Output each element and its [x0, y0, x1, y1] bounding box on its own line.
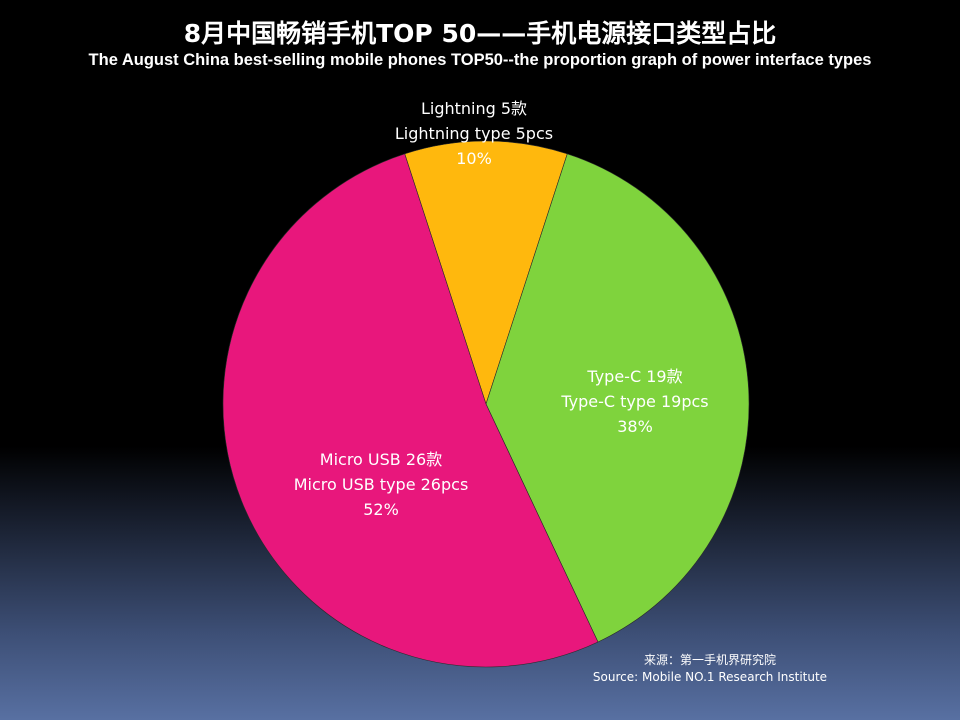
- slice-label-line: 38%: [617, 417, 653, 436]
- slice-label-line: Lightning 5款: [421, 99, 527, 118]
- chart-subtitle: The August China best-selling mobile pho…: [88, 51, 872, 69]
- pie-slice-micro-usb: [222, 153, 599, 668]
- slice-label-micro-usb: Micro USB 26款 Micro USB type 26pcs 52%: [294, 450, 469, 519]
- slice-label-line: Lightning type 5pcs: [395, 124, 553, 143]
- slice-label-line: Type-C 19款: [586, 367, 682, 386]
- slice-label-line: Type-C type 19pcs: [560, 392, 708, 411]
- pie-slice-type-c: [485, 153, 750, 643]
- slice-label-lightning: Lightning 5款 Lightning type 5pcs 10%: [395, 99, 553, 168]
- source-line-en: Source: Mobile NO.1 Research Institute: [592, 670, 828, 684]
- chart-title: 8月中国畅销手机TOP 50——手机电源接口类型占比: [183, 19, 777, 48]
- source-line-cn: 来源：第一手机界研究院: [643, 653, 776, 667]
- pie-slice-lightning: [404, 140, 568, 405]
- slice-label-line: Micro USB 26款: [320, 450, 442, 469]
- slice-label-type-c: Type-C 19款 Type-C type 19pcs 38%: [560, 367, 708, 436]
- source-note: 来源：第一手机界研究院 Source: Mobile NO.1 Research…: [560, 652, 860, 686]
- slice-label-line: 52%: [363, 500, 399, 519]
- slice-label-line: Micro USB type 26pcs: [294, 475, 469, 494]
- slice-label-line: 10%: [456, 149, 492, 168]
